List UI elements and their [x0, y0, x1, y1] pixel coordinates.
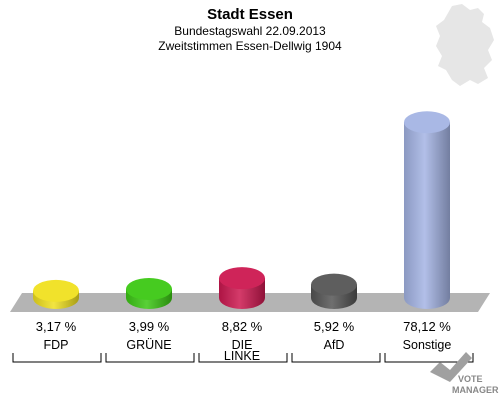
vote-manager-logo: VOTE MANAGER	[430, 352, 499, 395]
bar-sonstige	[404, 111, 450, 309]
bar-die-linke	[219, 267, 265, 309]
category-label: AfD	[324, 338, 345, 352]
bar-top	[126, 278, 172, 301]
value-label: 3,17 %	[36, 319, 77, 334]
category-bracket	[198, 353, 288, 363]
category-label: GRÜNE	[126, 338, 171, 352]
bar-top	[219, 267, 265, 290]
value-label: 3,99 %	[129, 319, 170, 334]
bar-top	[311, 273, 357, 296]
category-label: DIE	[232, 338, 253, 352]
value-label: 5,92 %	[314, 319, 355, 334]
category-label: FDP	[44, 338, 69, 352]
germany-map-icon	[436, 4, 494, 86]
category-bracket	[291, 353, 381, 363]
bar-body	[404, 122, 450, 309]
chart-subtitle-district: Zweitstimmen Essen-Dellwig 1904	[158, 39, 342, 53]
category-label: Sonstige	[403, 338, 452, 352]
ballot-check-icon	[430, 352, 472, 382]
value-label: 78,12 %	[403, 319, 451, 334]
chart-title: Stadt Essen	[207, 6, 293, 23]
bar-top	[33, 279, 79, 302]
chart-subtitle-date: Bundestagswahl 22.09.2013	[174, 24, 326, 38]
category-bracket	[105, 353, 195, 363]
bar-grüne	[126, 278, 172, 309]
value-label: 8,82 %	[222, 319, 263, 334]
bar-afd	[311, 273, 357, 309]
category-bracket	[12, 353, 102, 363]
logo-text-manager: MANAGER	[452, 385, 499, 395]
category-bracket	[384, 353, 474, 363]
logo-text-vote: VOTE	[458, 374, 483, 384]
category-label: LINKE	[224, 349, 260, 363]
bar-top	[404, 111, 450, 134]
bar-fdp	[33, 279, 79, 309]
